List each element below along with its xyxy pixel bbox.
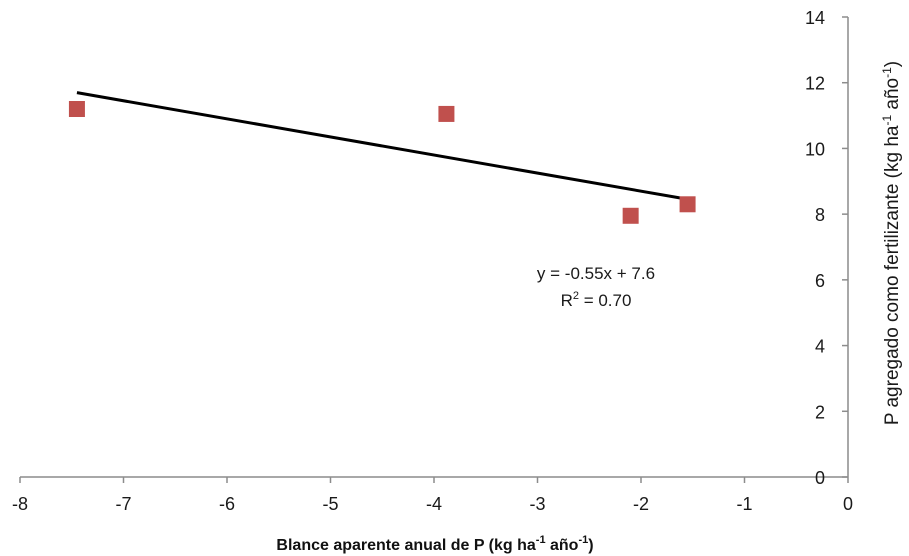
x-tick-label: -3 (529, 494, 545, 514)
data-point (438, 105, 455, 122)
y-tick-label: 0 (815, 468, 825, 488)
y-tick-label: 10 (805, 139, 825, 159)
data-point (679, 196, 696, 213)
data-point (622, 207, 639, 224)
r-squared-label: R2 = 0.70 (561, 290, 632, 310)
plot-area: -8 -7 -6 -5 -4 -3 -2 -1 00 2 4 6 8 10 12 14 (12, 8, 853, 514)
data-point (68, 101, 85, 117)
x-tick-label: -1 (736, 494, 752, 514)
trendline (76, 91, 688, 201)
y-axis-label: P agregado como fertilizante (kg ha-1 añ… (880, 61, 903, 425)
x-tick-label: 0 (843, 494, 853, 514)
y-tick-label: 4 (815, 337, 825, 357)
x-tick-label: -4 (426, 494, 442, 514)
y-tick-label: 2 (815, 402, 825, 422)
y-tick-label: 8 (815, 205, 825, 225)
x-tick-label: -8 (12, 494, 28, 514)
trendline-equation: y = -0.55x + 7.6 (537, 264, 655, 283)
x-tick-label: -7 (115, 494, 131, 514)
y-tick-label: 6 (815, 271, 825, 291)
x-axis-label: Blance aparente anual de P (kg ha-1 año-… (276, 534, 593, 554)
x-tick-label: -2 (633, 494, 649, 514)
y-tick-label: 12 (805, 74, 825, 94)
x-tick-label: -6 (219, 494, 235, 514)
y-tick-label: 14 (805, 8, 825, 28)
x-tick-label: -5 (322, 494, 338, 514)
